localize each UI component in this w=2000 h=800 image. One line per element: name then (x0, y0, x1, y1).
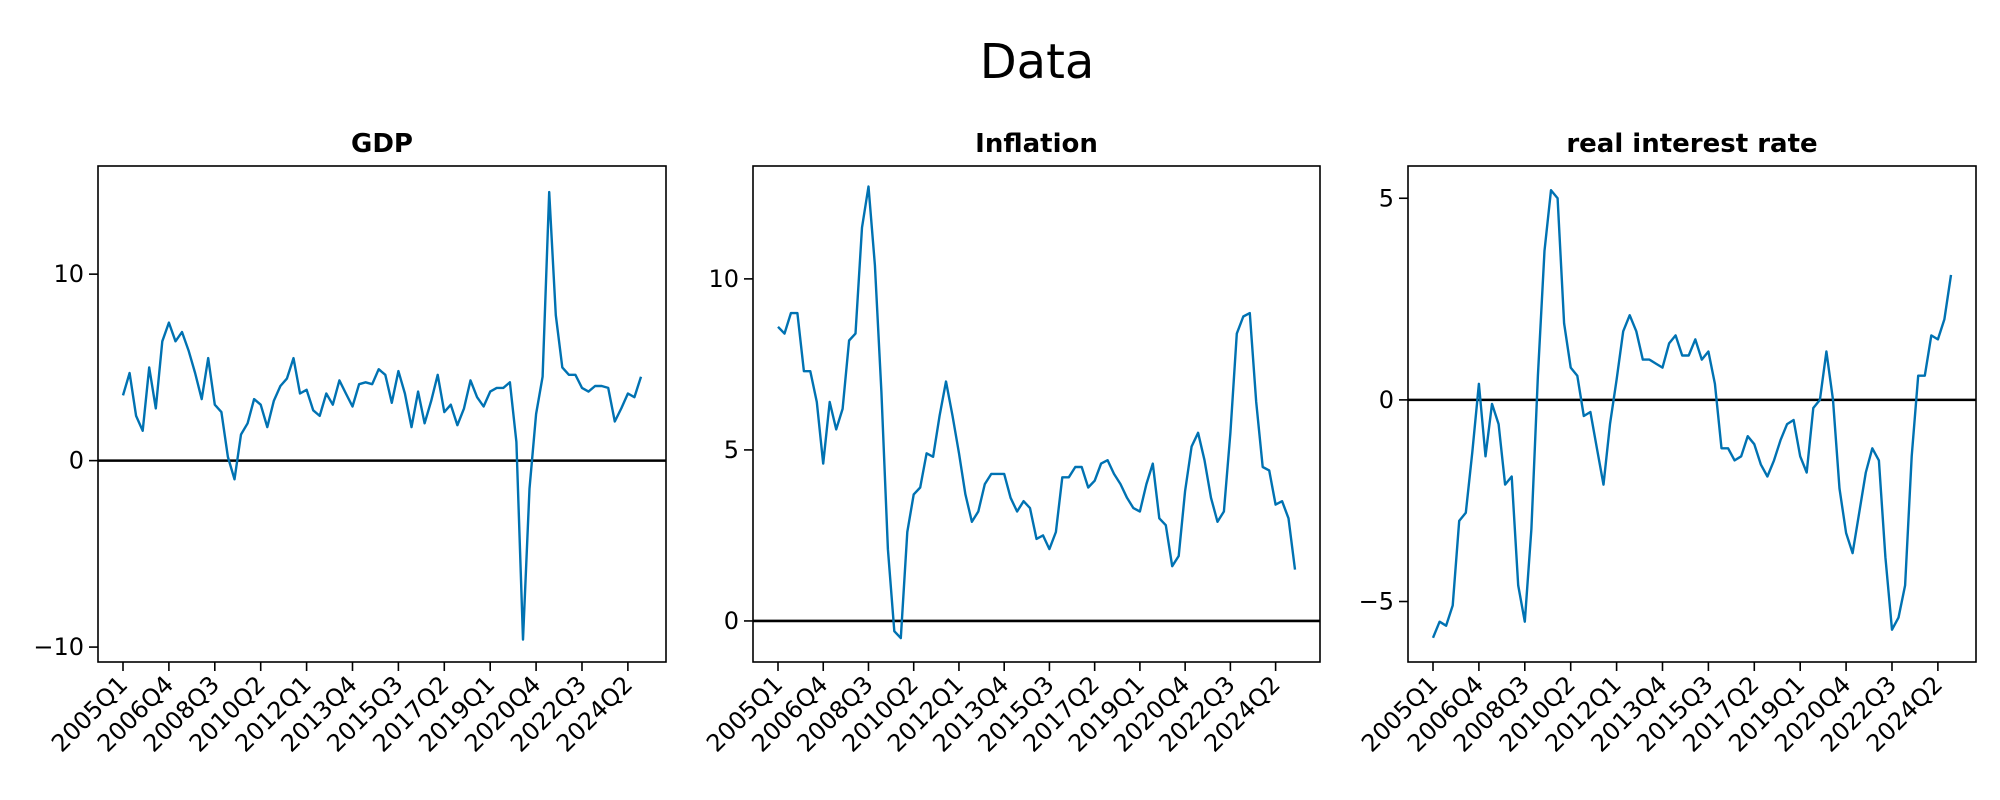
panel-title: Inflation (975, 129, 1098, 159)
y-tick-label: 5 (724, 436, 739, 464)
y-tick-label: 0 (69, 447, 84, 475)
panel-title: GDP (351, 129, 413, 159)
axes-frame (1407, 165, 1977, 663)
series-line (121, 190, 643, 641)
y-tick-label: −10 (33, 633, 84, 661)
y-tick-label: 5 (1379, 184, 1394, 212)
y-tick-label: −5 (1359, 588, 1394, 616)
panel-title: real interest rate (1566, 129, 1817, 159)
y-tick-label: 0 (724, 607, 739, 635)
series-line (1431, 188, 1953, 639)
series-line (777, 185, 1297, 640)
panel-2: Inflation05102005Q12006Q42008Q32010Q2201… (701, 129, 1321, 758)
axes-frame (752, 165, 1321, 663)
figure-title: Data (980, 34, 1095, 90)
axes-frame (97, 165, 667, 663)
y-tick-label: 10 (53, 260, 84, 288)
y-tick-label: 0 (1379, 386, 1394, 414)
y-tick-label: 10 (708, 265, 739, 293)
